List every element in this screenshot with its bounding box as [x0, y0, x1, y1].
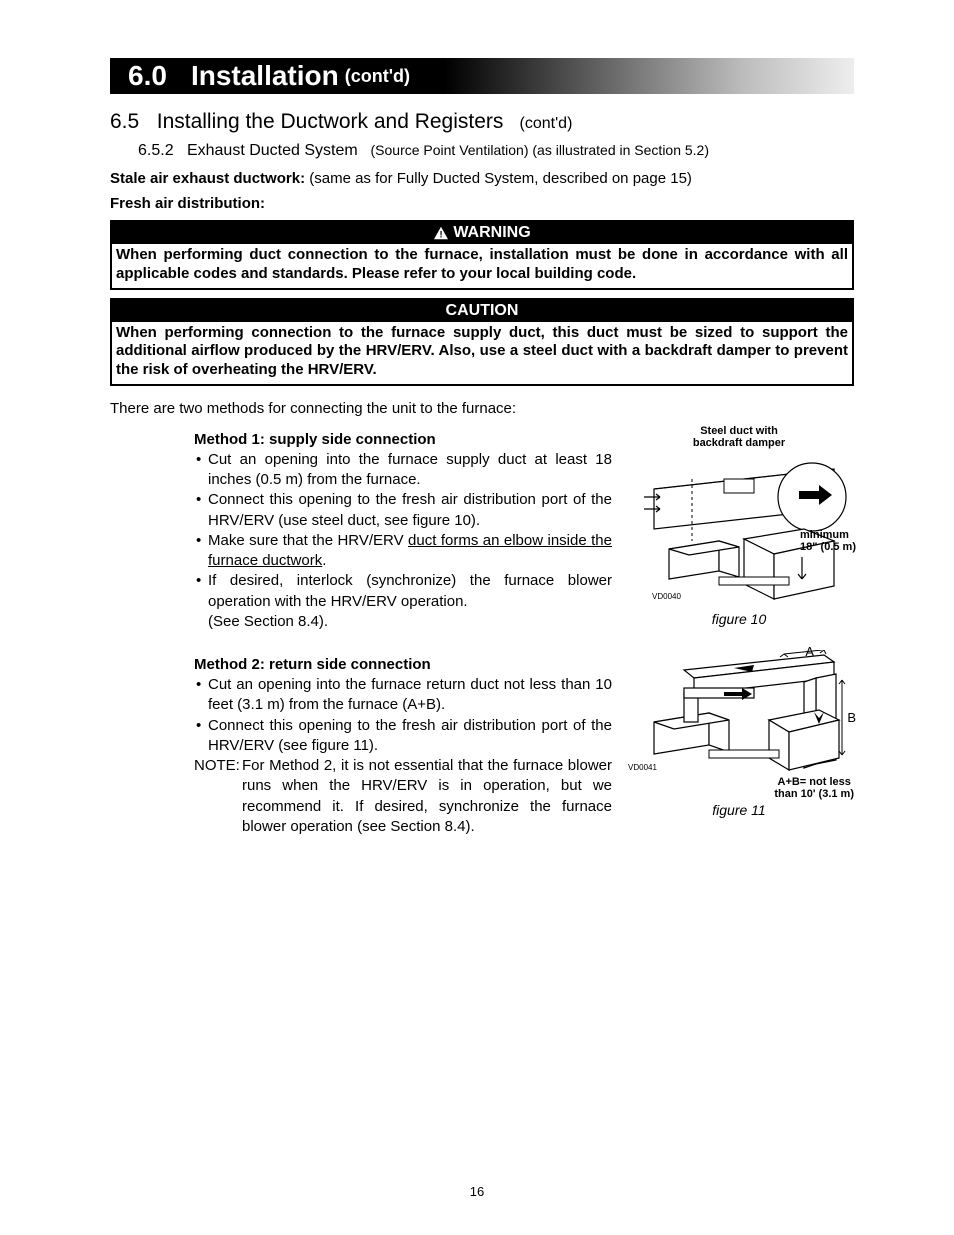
- warning-body: When performing duct connection to the f…: [112, 244, 852, 288]
- fig10-image: minimum 18" (0.5 m) VD0040: [624, 449, 854, 609]
- note-text: For Method 2, it is not essential that t…: [242, 756, 612, 837]
- method2-text: Method 2: return side connection Cut an …: [194, 650, 612, 837]
- method1-row: Method 1: supply side connection Cut an …: [194, 425, 854, 632]
- fig11-labelB: B: [847, 710, 856, 725]
- fresh-air-line: Fresh air distribution:: [110, 195, 854, 212]
- fig11-code: VD0041: [628, 763, 657, 772]
- page: 6.0 Installation (cont'd) 6.5 Installing…: [0, 0, 954, 1235]
- fig11-image: A B VD0041 A+B= not less than 10' (3.1 m…: [624, 650, 854, 800]
- fig11-labelA: A: [805, 644, 814, 659]
- subsub-num: 6.5.2: [138, 142, 174, 159]
- list-item: Connect this opening to the fresh air di…: [194, 490, 612, 531]
- note-label: NOTE:: [194, 756, 242, 837]
- subsub-title: Exhaust Ducted System: [187, 142, 358, 159]
- method2-note: NOTE: For Method 2, it is not essential …: [194, 756, 612, 837]
- caution-label: CAUTION: [446, 302, 519, 320]
- list-item: Cut an opening into the furnace supply d…: [194, 450, 612, 491]
- list-item: If desired, interlock (synchronize) the …: [194, 571, 612, 632]
- caution-box: CAUTION When performing connection to th…: [110, 298, 854, 386]
- m1-b4a: If desired, interlock (synchronize) the …: [208, 572, 612, 609]
- m1-b3-pre: Make sure that the HRV/ERV: [208, 532, 408, 549]
- warning-head: ! WARNING: [112, 222, 852, 244]
- fig10-side-label: minimum 18" (0.5 m): [800, 529, 856, 553]
- method1-text: Method 1: supply side connection Cut an …: [194, 425, 612, 632]
- fig10-top-label: Steel duct with backdraft damper: [624, 425, 854, 449]
- warning-label: WARNING: [453, 224, 530, 242]
- header-title: Installation: [191, 60, 339, 92]
- method2-row: Method 2: return side connection Cut an …: [194, 650, 854, 837]
- fig11-caption: figure 11: [624, 802, 854, 818]
- subsection-contd: (cont'd): [520, 115, 573, 132]
- stale-air-line: Stale air exhaust ductwork: (same as for…: [110, 170, 854, 187]
- m1-b3-post: .: [322, 552, 326, 569]
- intro-line: There are two methods for connecting the…: [110, 400, 854, 417]
- subsection-6-5: 6.5 Installing the Ductwork and Register…: [110, 110, 854, 134]
- list-item: Make sure that the HRV/ERV duct forms an…: [194, 531, 612, 572]
- caution-body: When performing connection to the furnac…: [112, 322, 852, 384]
- fig11-bottom-label: A+B= not less than 10' (3.1 m): [774, 776, 854, 800]
- subsub-paren: (Source Point Ventilation) (as illustrat…: [371, 142, 710, 158]
- warning-icon: !: [433, 226, 449, 240]
- list-item: Connect this opening to the fresh air di…: [194, 716, 612, 757]
- m1-b4b: (See Section 8.4).: [208, 613, 328, 630]
- header-contd: (cont'd): [345, 66, 410, 87]
- method2-title: Method 2: return side connection: [194, 656, 612, 673]
- warning-box: ! WARNING When performing duct connectio…: [110, 220, 854, 290]
- method1-bullets: Cut an opening into the furnace supply d…: [194, 450, 612, 632]
- figure-11: A B VD0041 A+B= not less than 10' (3.1 m…: [624, 650, 854, 837]
- method1-title: Method 1: supply side connection: [194, 431, 612, 448]
- caution-head: CAUTION: [112, 300, 852, 322]
- figure-10: Steel duct with backdraft damper: [624, 425, 854, 632]
- header-number: 6.0: [128, 60, 167, 92]
- section-header-bar: 6.0 Installation (cont'd): [110, 58, 854, 94]
- method2-bullets: Cut an opening into the furnace return d…: [194, 675, 612, 756]
- subsubsection-6-5-2: 6.5.2 Exhaust Ducted System (Source Poin…: [138, 142, 854, 160]
- subsection-num: 6.5: [110, 110, 139, 133]
- subsection-title: Installing the Ductwork and Registers: [157, 110, 504, 133]
- fig10-code: VD0040: [652, 592, 681, 601]
- page-number: 16: [0, 1184, 954, 1199]
- fig10-caption: figure 10: [624, 611, 854, 627]
- stale-air-bold: Stale air exhaust ductwork:: [110, 170, 305, 187]
- list-item: Cut an opening into the furnace return d…: [194, 675, 612, 716]
- svg-text:!: !: [440, 230, 443, 240]
- stale-air-rest: (same as for Fully Ducted System, descri…: [305, 170, 692, 187]
